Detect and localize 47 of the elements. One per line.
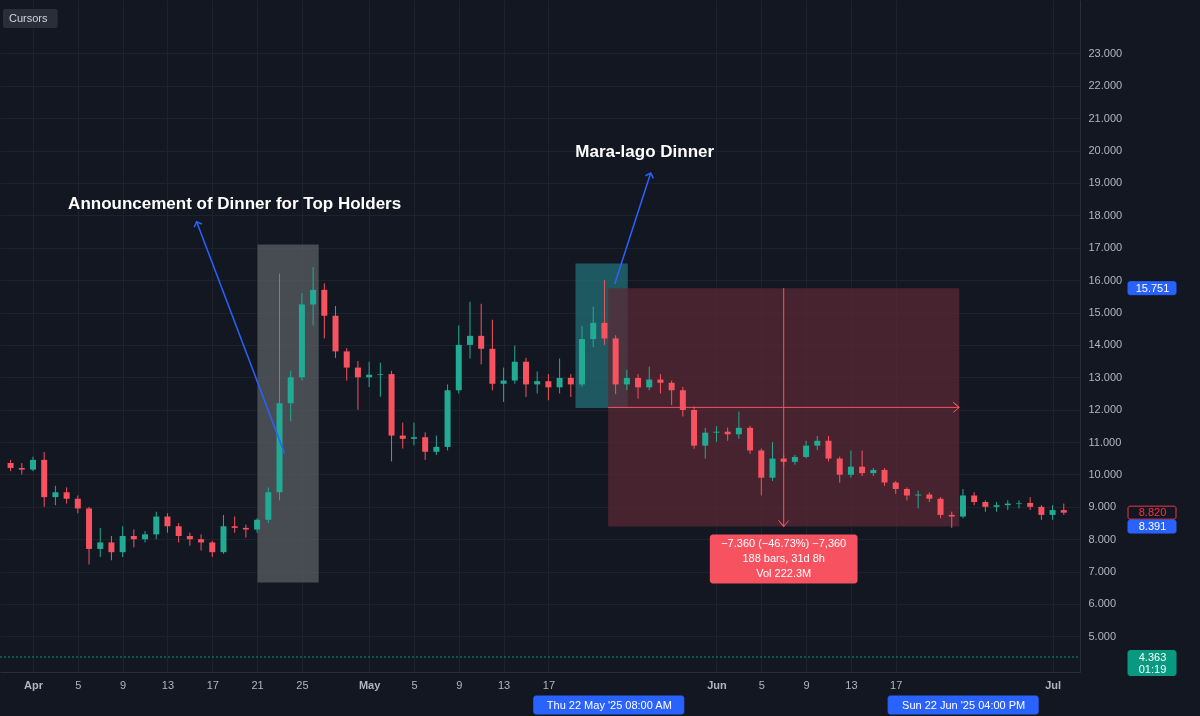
x-tick-label: 25 [296, 678, 309, 691]
y2-tick-label: 15.751 [1135, 281, 1170, 294]
x-tick-label: Jul [1045, 678, 1062, 691]
y-tick-label: 12.000 [1088, 403, 1123, 416]
y2-tick-label: 8.820 [1138, 506, 1167, 519]
x-tick-label: 5 [411, 678, 418, 691]
y2-tick-label: 8.391 [1138, 520, 1167, 533]
y-tick-label: 9.000 [1088, 500, 1117, 513]
y-tick-label: 14.000 [1088, 338, 1123, 351]
y-tick-label: 21.000 [1088, 111, 1123, 124]
y-tick-label: 5.000 [1088, 629, 1117, 642]
x-tick-label: 17 [890, 678, 903, 691]
x2-tick-label: Thu 22 May '25 08:00 AM [546, 698, 672, 711]
y-tick-label: 18.000 [1088, 208, 1123, 221]
x-tick-label: 9 [803, 678, 810, 691]
x-tick-label: 9 [120, 678, 127, 691]
x-tick-label: 13 [497, 678, 511, 691]
y-tick-label: 10.000 [1088, 467, 1123, 480]
y-tick-label: 8.000 [1088, 532, 1117, 545]
y-tick-label: 23.000 [1088, 46, 1123, 59]
y-tick-label: 17.000 [1088, 241, 1123, 254]
x-tick-label: 9 [456, 678, 463, 691]
y-tick-label: 22.000 [1088, 79, 1123, 92]
x-tick-label: May [358, 678, 382, 691]
x-tick-label: 21 [251, 678, 264, 691]
x2-tick-label: Sun 22 Jun '25 04:00 PM [902, 698, 1026, 711]
x-tick-label: Jun [707, 678, 728, 691]
y-tick-label: 19.000 [1088, 176, 1123, 189]
y-tick-label: 6.000 [1088, 597, 1117, 610]
y-tick-label: 7.000 [1088, 565, 1117, 578]
annotation: Cursors [9, 11, 49, 24]
x-tick-label: 5 [758, 678, 765, 691]
x-tick-label: 17 [542, 678, 556, 691]
annotation: Mara-lago Dinner [575, 142, 715, 162]
y2-tick-label: 4.363 01:19 [1138, 650, 1167, 675]
y-tick-label: 20.000 [1088, 144, 1123, 157]
annotation: Announcement of Dinner for Top Holders [68, 193, 402, 213]
y-tick-label: 13.000 [1088, 370, 1123, 383]
y-tick-label: 15.000 [1088, 306, 1123, 319]
x-tick-label: 5 [75, 678, 82, 691]
x-tick-label: Apr [24, 678, 44, 691]
x-tick-label: 13 [845, 678, 858, 691]
y-tick-label: 16.000 [1088, 273, 1123, 286]
x-tick-label: 13 [161, 678, 175, 691]
x-tick-label: 17 [206, 678, 219, 691]
band-label: −7.360 (−46.73%) −7,360 188 bars, 31d 8h Vol 222.3M [721, 536, 847, 579]
y-tick-label: 11.000 [1088, 435, 1122, 448]
